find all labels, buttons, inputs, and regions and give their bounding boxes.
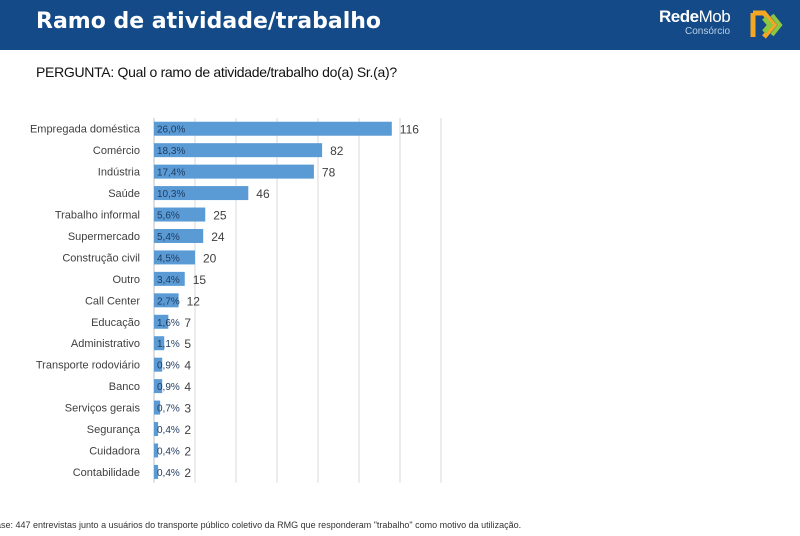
percent-label: 0,4% [157, 468, 180, 479]
percent-label: 0,9% [157, 382, 180, 393]
bar [154, 357, 163, 372]
percent-label: 0,7% [157, 404, 180, 415]
bar [154, 207, 206, 222]
value-label: 4 [184, 359, 191, 373]
percent-label: 0,4% [157, 425, 180, 436]
value-label: 116 [400, 123, 419, 137]
question-text: PERGUNTA: Qual o ramo de atividade/traba… [36, 64, 397, 80]
header-bar: Ramo de atividade/trabalho RedeMob Consó… [0, 0, 800, 50]
percent-label: 17,4% [157, 168, 185, 179]
category-label: Serviços gerais [65, 403, 141, 415]
bar [154, 121, 392, 136]
category-label: Comércio [93, 145, 140, 157]
category-label: Cuidadora [89, 445, 141, 457]
bar [154, 379, 163, 394]
category-label: Outro [112, 274, 140, 286]
redemob-logo: RedeMob Consórcio [659, 7, 784, 43]
category-label: Transporte rodoviário [36, 360, 140, 372]
bar [154, 271, 185, 286]
logo-chevron-icon [750, 10, 783, 39]
value-label: 25 [213, 209, 227, 223]
value-label: 2 [184, 466, 191, 480]
percent-label: 5,6% [157, 211, 180, 222]
category-label: Call Center [85, 295, 140, 307]
logo-text-bold: Rede [659, 7, 699, 26]
value-label: 82 [330, 144, 344, 158]
value-label: 78 [322, 166, 336, 180]
category-label: Administrativo [71, 338, 140, 350]
value-label: 3 [184, 402, 191, 416]
logo-text-light: Mob [698, 7, 731, 26]
footnote: ase: 447 entrevistas junto a usuários do… [0, 520, 522, 530]
bar [154, 228, 204, 243]
value-label: 24 [211, 230, 225, 244]
value-label: 20 [203, 251, 217, 265]
value-label: 4 [184, 380, 191, 394]
percent-label: 1,1% [157, 339, 180, 350]
percent-label: 0,9% [157, 361, 180, 372]
bar [154, 250, 195, 265]
bar [154, 314, 169, 329]
percent-label: 2,7% [157, 296, 180, 307]
bar [154, 164, 314, 179]
value-label: 12 [187, 294, 201, 308]
value-label: 15 [193, 273, 207, 287]
bar [154, 336, 165, 351]
value-label: 46 [256, 187, 270, 201]
bar [154, 464, 159, 479]
bar [154, 443, 159, 458]
value-label: 7 [184, 316, 191, 330]
percent-label: 18,3% [157, 146, 185, 157]
bar [154, 143, 323, 158]
category-label: Construção civil [62, 252, 140, 264]
bar [154, 400, 161, 415]
category-label: Educação [91, 317, 140, 329]
bar [154, 422, 159, 437]
percent-label: 26,0% [157, 125, 185, 136]
category-label: Segurança [87, 424, 141, 436]
percent-label: 0,4% [157, 446, 180, 457]
category-label: Contabilidade [73, 467, 140, 479]
category-label: Supermercado [68, 231, 140, 243]
percent-label: 3,4% [157, 275, 180, 286]
category-label: Indústria [98, 167, 141, 179]
category-label: Banco [109, 381, 140, 393]
bar [154, 293, 179, 308]
percent-label: 1,6% [157, 318, 180, 329]
percent-label: 10,3% [157, 189, 185, 200]
value-label: 2 [184, 423, 191, 437]
value-label: 2 [184, 444, 191, 458]
value-label: 5 [184, 337, 191, 351]
percent-label: 4,5% [157, 253, 180, 264]
category-label: Trabalho informal [55, 210, 140, 222]
percent-label: 5,4% [157, 232, 180, 243]
page-title: Ramo de atividade/trabalho [36, 9, 382, 34]
bar [154, 186, 249, 201]
category-label: Empregada doméstica [30, 124, 141, 136]
category-label: Saúde [108, 188, 140, 200]
logo-subtitle: Consórcio [685, 26, 731, 37]
